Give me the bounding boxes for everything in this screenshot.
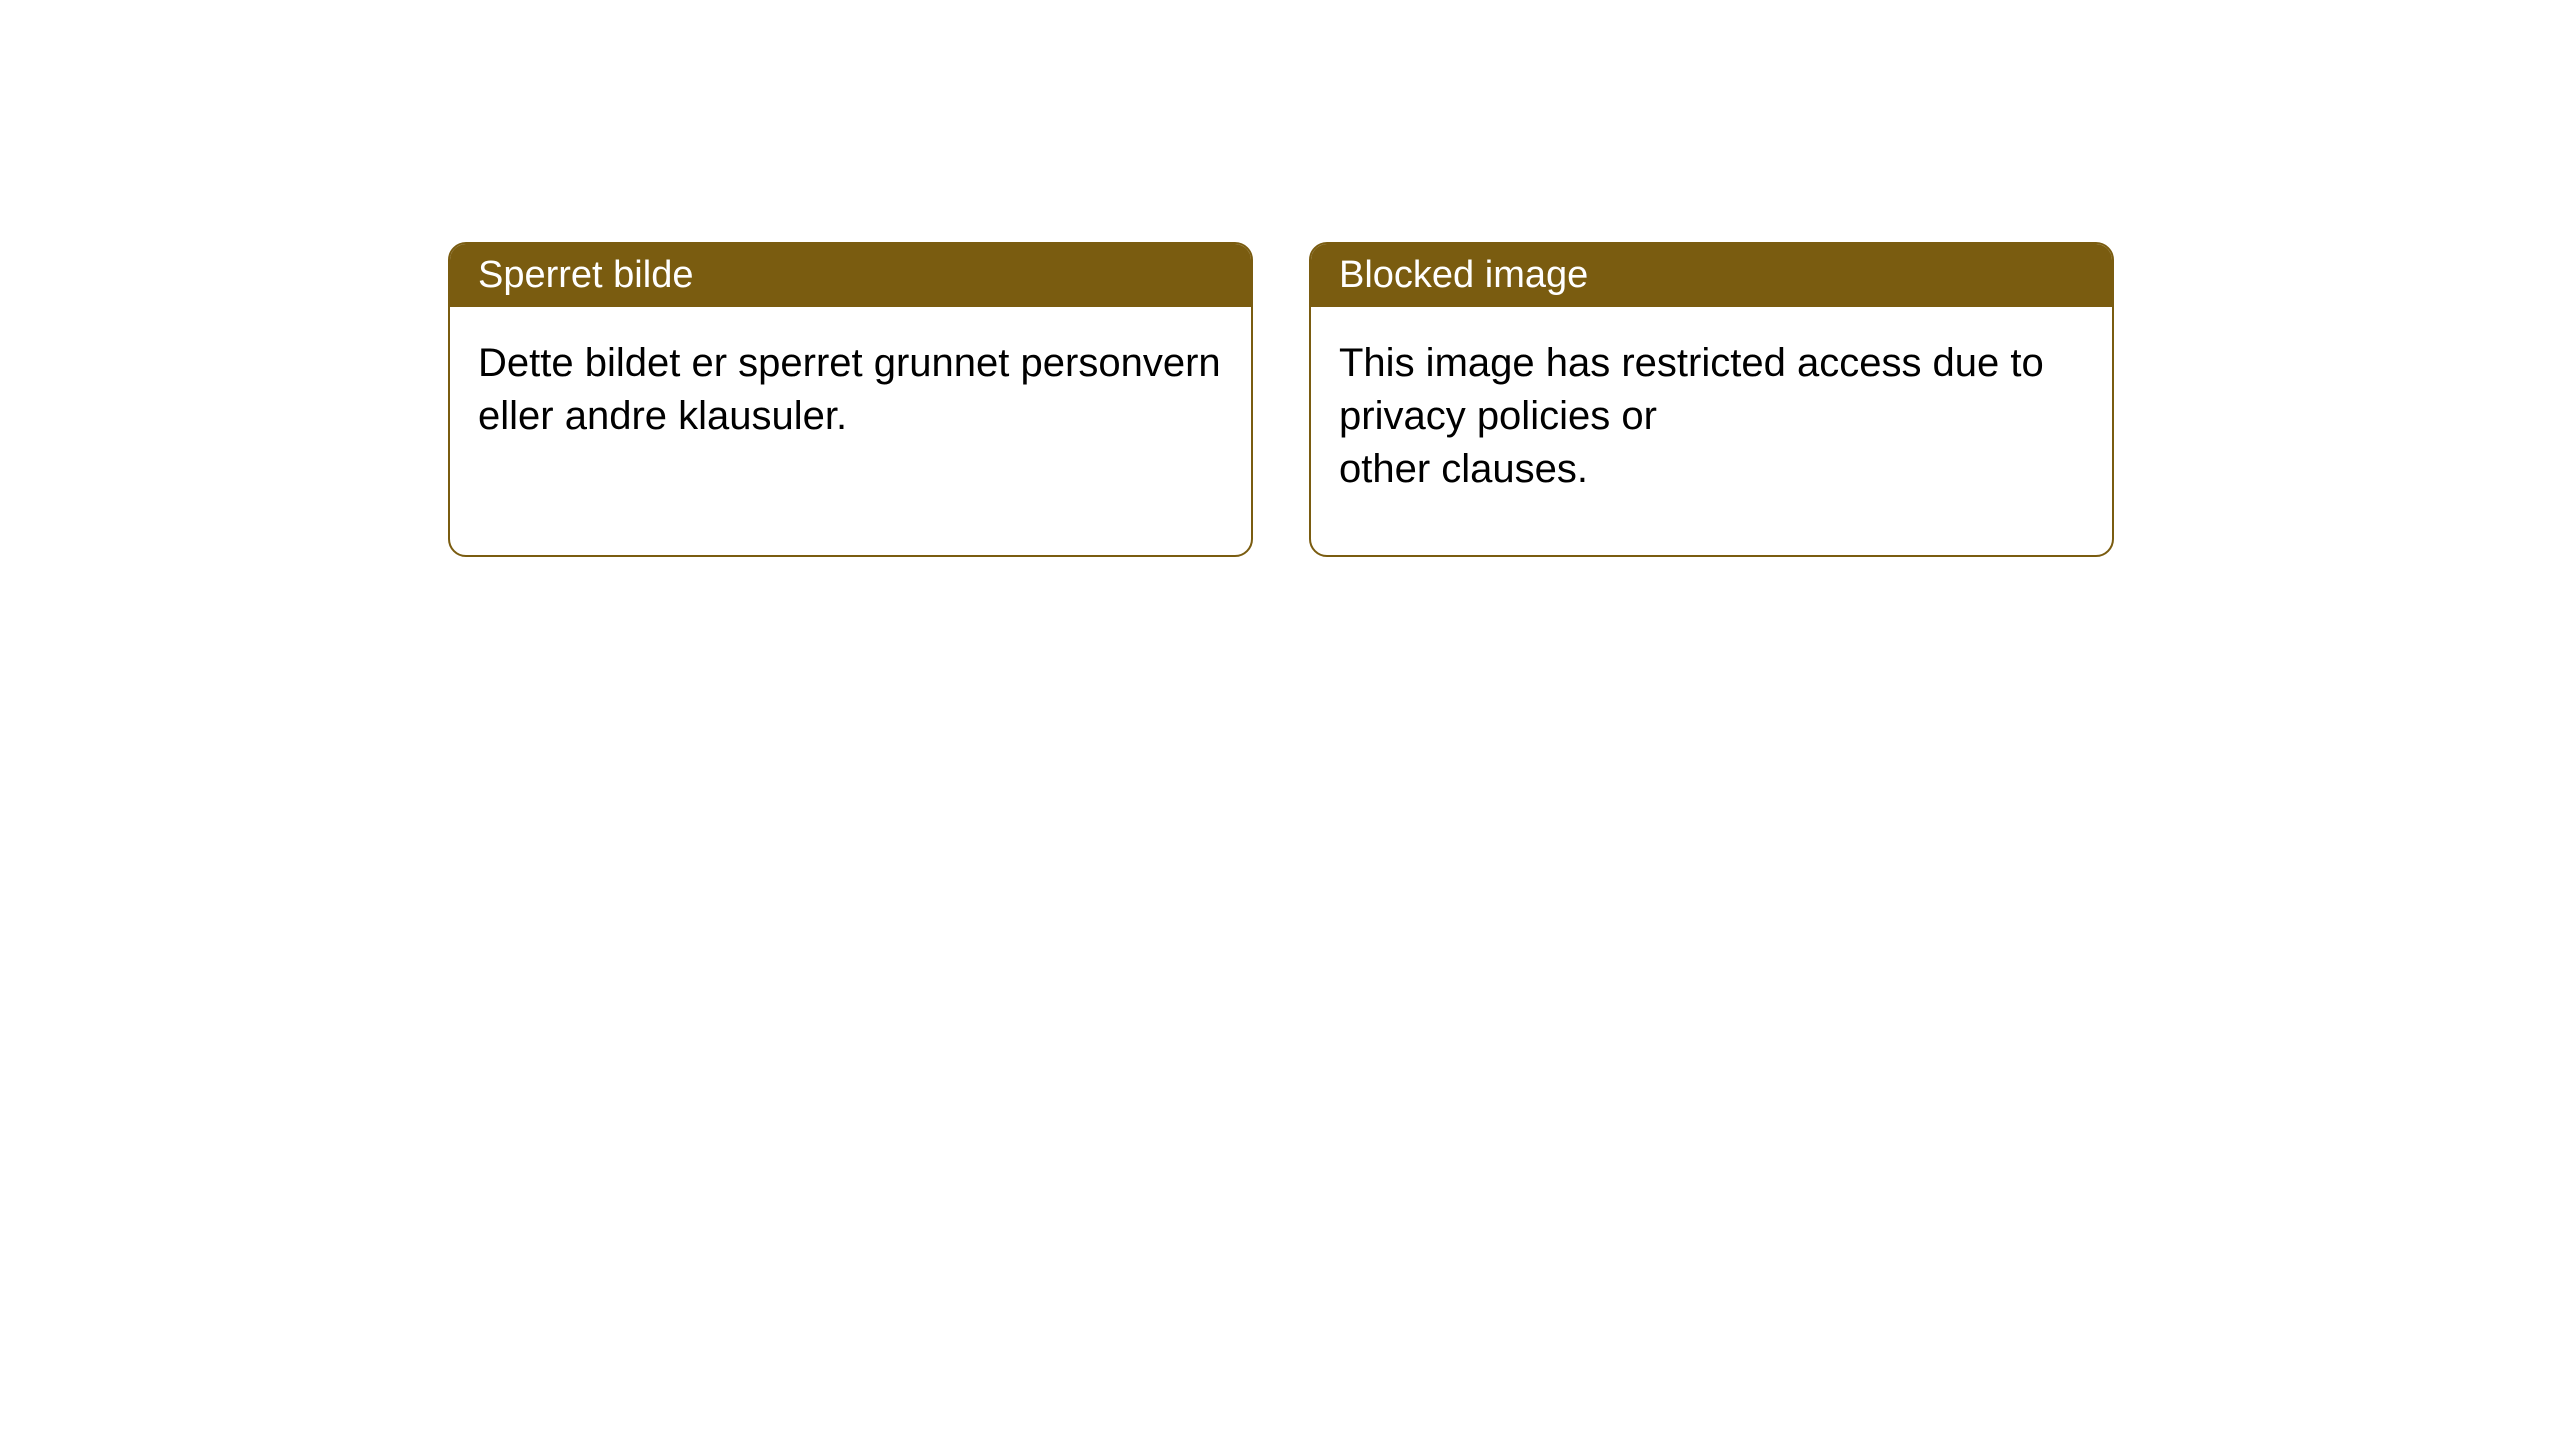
notice-body-left: Dette bildet er sperret grunnet personve… — [450, 307, 1251, 537]
notice-container: Sperret bilde Dette bildet er sperret gr… — [0, 0, 2560, 557]
notice-box-right: Blocked image This image has restricted … — [1309, 242, 2114, 557]
notice-header-left: Sperret bilde — [450, 244, 1251, 307]
notice-header-right: Blocked image — [1311, 244, 2112, 307]
notice-body-right: This image has restricted access due to … — [1311, 307, 2112, 555]
notice-box-left: Sperret bilde Dette bildet er sperret gr… — [448, 242, 1253, 557]
